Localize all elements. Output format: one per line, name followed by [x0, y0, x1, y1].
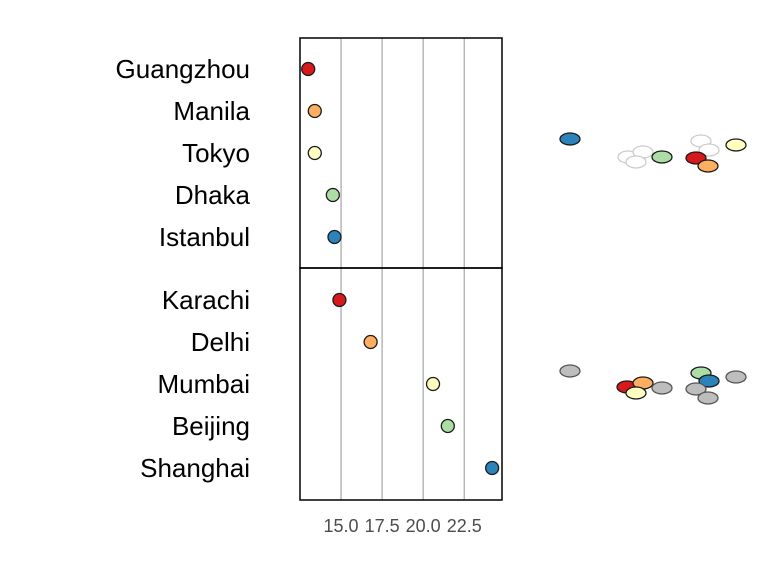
point-istanbul	[327, 229, 342, 245]
row-label-karachi: Karachi	[162, 285, 250, 315]
point-dhaka	[325, 187, 340, 203]
row-label-mumbai: Mumbai	[158, 369, 250, 399]
grid-layer	[340, 38, 465, 500]
point-mumbai	[425, 376, 441, 392]
point-beijing	[440, 418, 455, 434]
side-ellipse-2-1	[559, 364, 581, 378]
panel-border-2	[299, 267, 503, 501]
point-karachi	[332, 292, 347, 308]
side-ellipse-2-8	[685, 382, 707, 396]
point-layer	[301, 61, 500, 476]
row-label-shanghai: Shanghai	[140, 453, 250, 483]
side-ellipse-layer	[559, 132, 747, 405]
side-ellipse-1-5	[651, 150, 673, 164]
row-label-istanbul: Istanbul	[159, 222, 250, 252]
side-ellipse-1-4	[625, 155, 647, 169]
x-tick-label-15.0: 15.0	[324, 516, 359, 536]
label-layer: Guangzhou Manila Tokyo Dhaka Istanbul Karachi…	[116, 54, 251, 483]
side-ellipse-1-9	[697, 159, 719, 173]
side-ellipse-1-7	[698, 143, 720, 157]
x-tick-label-22.5: 22.5	[447, 516, 482, 536]
side-ellipse-2-5	[651, 381, 673, 395]
side-ellipse-2-10	[725, 370, 747, 384]
row-label-dhaka: Dhaka	[175, 180, 251, 210]
row-label-delhi: Delhi	[191, 327, 250, 357]
panel-layer	[299, 37, 503, 501]
side-ellipse-1-1	[559, 132, 581, 146]
row-label-guangzhou: Guangzhou	[116, 54, 250, 84]
point-delhi	[363, 334, 378, 350]
side-ellipse-1-10	[725, 138, 747, 152]
side-ellipse-2-9	[697, 391, 719, 405]
side-ellipse-2-4	[625, 386, 647, 400]
row-label-beijing: Beijing	[172, 411, 250, 441]
point-guangzhou	[301, 61, 316, 77]
tick-layer: 15.0 17.5 20.0 22.5	[324, 516, 482, 536]
point-shanghai	[484, 460, 500, 476]
point-tokyo	[307, 145, 322, 161]
x-tick-label-17.5: 17.5	[365, 516, 400, 536]
point-manila	[307, 103, 322, 119]
row-label-manila: Manila	[173, 96, 250, 126]
x-tick-label-20.0: 20.0	[406, 516, 441, 536]
row-label-tokyo: Tokyo	[182, 138, 250, 168]
side-ellipse-2-7	[698, 374, 720, 388]
